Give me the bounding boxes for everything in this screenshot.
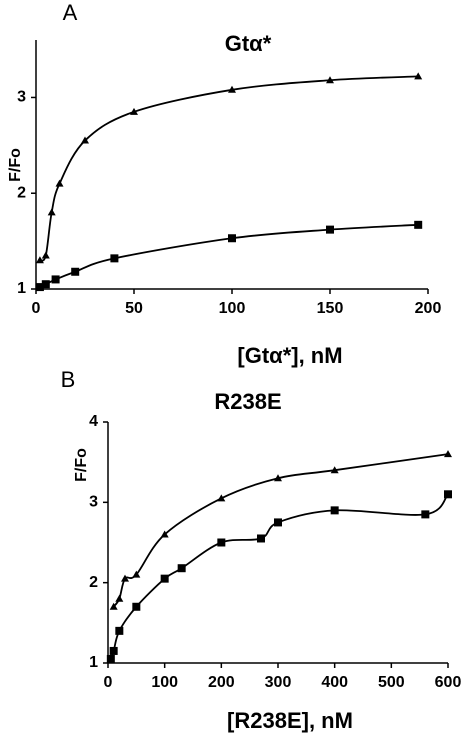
marker (274, 518, 282, 527)
y-tick-label: 1 (89, 654, 98, 671)
x-tick-label: 0 (32, 300, 41, 317)
marker (414, 220, 423, 229)
chart-title: R238E (214, 389, 281, 414)
x-tick-label: 100 (151, 674, 178, 691)
marker (41, 280, 50, 289)
marker (274, 474, 282, 482)
marker (414, 72, 423, 80)
y-tick-label: 2 (89, 574, 98, 591)
marker (421, 510, 430, 519)
marker (109, 602, 118, 610)
panel-letter: A (63, 0, 78, 25)
x-tick-label: 50 (125, 300, 143, 317)
marker (35, 283, 44, 292)
x-tick-label: 600 (435, 674, 462, 691)
marker (330, 466, 339, 474)
fit-line (39, 223, 419, 288)
y-tick-label: 3 (89, 494, 98, 511)
marker (115, 626, 124, 635)
marker (41, 251, 50, 259)
marker (160, 530, 169, 538)
marker (55, 179, 64, 187)
y-axis-label: F/Fo (7, 148, 24, 182)
marker (51, 275, 60, 284)
panel-letter: B (61, 367, 76, 392)
x-tick-label: 200 (208, 674, 235, 691)
marker (444, 490, 452, 499)
marker (109, 646, 118, 655)
marker (257, 534, 265, 543)
x-tick-label: 300 (265, 674, 292, 691)
y-tick-label: 3 (17, 89, 26, 106)
x-axis-label: [Gtα*], nM (237, 343, 342, 368)
marker (35, 256, 44, 264)
marker (47, 208, 56, 216)
marker (130, 107, 138, 115)
marker (110, 254, 119, 263)
marker (228, 85, 236, 93)
marker (217, 538, 226, 547)
marker (177, 564, 186, 573)
marker (81, 136, 89, 144)
x-axis-label: [R238E], nM (227, 708, 353, 733)
x-tick-label: 150 (317, 300, 344, 317)
marker (330, 506, 339, 515)
marker (444, 450, 452, 458)
x-tick-label: 200 (415, 300, 442, 317)
y-tick-label: 1 (17, 280, 26, 297)
chart-title: Gtα* (225, 31, 272, 56)
x-tick-label: 100 (219, 300, 246, 317)
marker (326, 76, 334, 84)
fit-line (39, 75, 419, 262)
marker (132, 602, 141, 611)
marker (160, 574, 169, 583)
y-tick-label: 4 (89, 413, 98, 430)
marker (132, 570, 141, 578)
x-tick-label: 0 (104, 674, 113, 691)
marker (228, 234, 236, 243)
fit-line (112, 453, 449, 608)
y-axis-label: F/Fo (73, 448, 90, 482)
marker (71, 267, 80, 276)
x-tick-label: 500 (378, 674, 405, 691)
x-tick-label: 400 (321, 674, 348, 691)
marker (121, 574, 129, 582)
marker (115, 594, 124, 602)
marker (326, 225, 334, 234)
y-tick-label: 2 (17, 184, 26, 201)
marker (106, 654, 115, 663)
marker (217, 494, 226, 502)
